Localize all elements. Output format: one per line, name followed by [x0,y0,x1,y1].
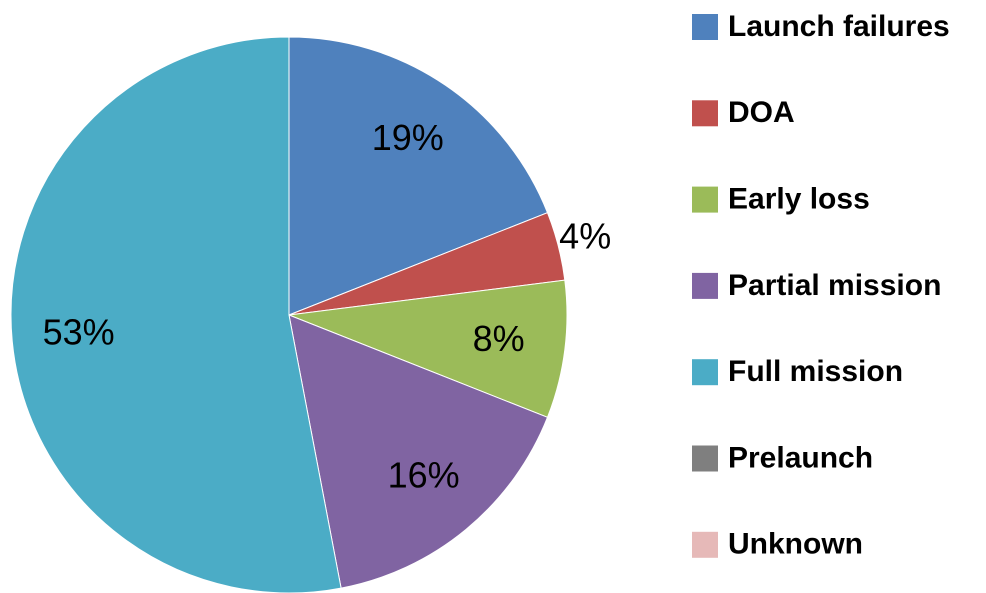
pie-slice [10,36,342,593]
legend-swatch [692,531,718,558]
legend-label: Full mission [728,355,903,388]
legend-label: Prelaunch [728,441,873,474]
legend-label: Early loss [728,183,870,216]
legend-label: Partial mission [728,269,941,302]
legend-label: Unknown [728,528,863,561]
data-label: 4% [559,215,611,256]
legend-swatch [692,359,718,386]
pie-slice [288,36,549,316]
data-label: 8% [473,318,525,359]
legend-swatch [692,272,718,299]
legend-swatch [692,186,718,213]
legend-swatch [692,14,718,40]
legend-swatch [692,445,718,472]
data-label: 16% [388,454,460,495]
data-label: 53% [43,311,115,352]
legend-label: DOA [728,96,795,129]
legend-label: Launch failures [728,10,950,43]
pie-slice [288,279,568,418]
legend-swatch [692,100,718,127]
pie-slice [288,314,549,589]
data-label: 19% [372,117,444,158]
